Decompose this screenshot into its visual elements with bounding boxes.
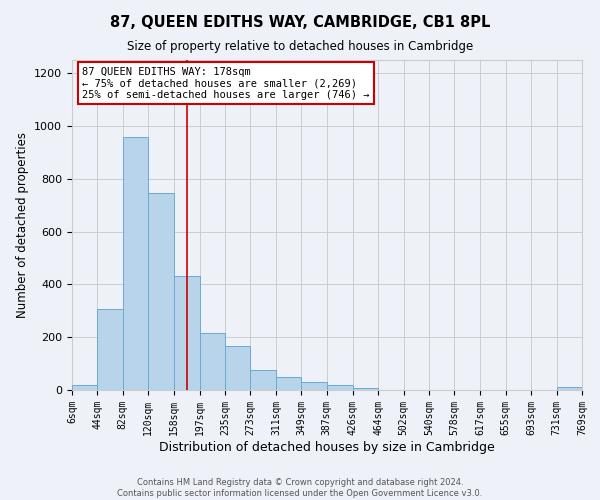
Text: 87 QUEEN EDITHS WAY: 178sqm
← 75% of detached houses are smaller (2,269)
25% of : 87 QUEEN EDITHS WAY: 178sqm ← 75% of det… <box>82 66 370 100</box>
Text: 87, QUEEN EDITHS WAY, CAMBRIDGE, CB1 8PL: 87, QUEEN EDITHS WAY, CAMBRIDGE, CB1 8PL <box>110 15 490 30</box>
Text: Size of property relative to detached houses in Cambridge: Size of property relative to detached ho… <box>127 40 473 53</box>
Bar <box>276 378 301 390</box>
Bar <box>148 194 173 390</box>
Text: Contains HM Land Registry data © Crown copyright and database right 2024.
Contai: Contains HM Land Registry data © Crown c… <box>118 478 482 498</box>
Bar <box>353 388 378 390</box>
Bar <box>173 276 200 390</box>
Y-axis label: Number of detached properties: Number of detached properties <box>16 132 29 318</box>
Bar <box>225 346 250 390</box>
X-axis label: Distribution of detached houses by size in Cambridge: Distribution of detached houses by size … <box>159 440 495 454</box>
Bar <box>326 385 353 390</box>
Bar <box>200 333 225 390</box>
Bar <box>123 136 148 390</box>
Bar <box>97 310 123 390</box>
Bar <box>557 388 582 390</box>
Bar <box>301 382 326 390</box>
Bar <box>250 370 276 390</box>
Bar <box>72 384 97 390</box>
